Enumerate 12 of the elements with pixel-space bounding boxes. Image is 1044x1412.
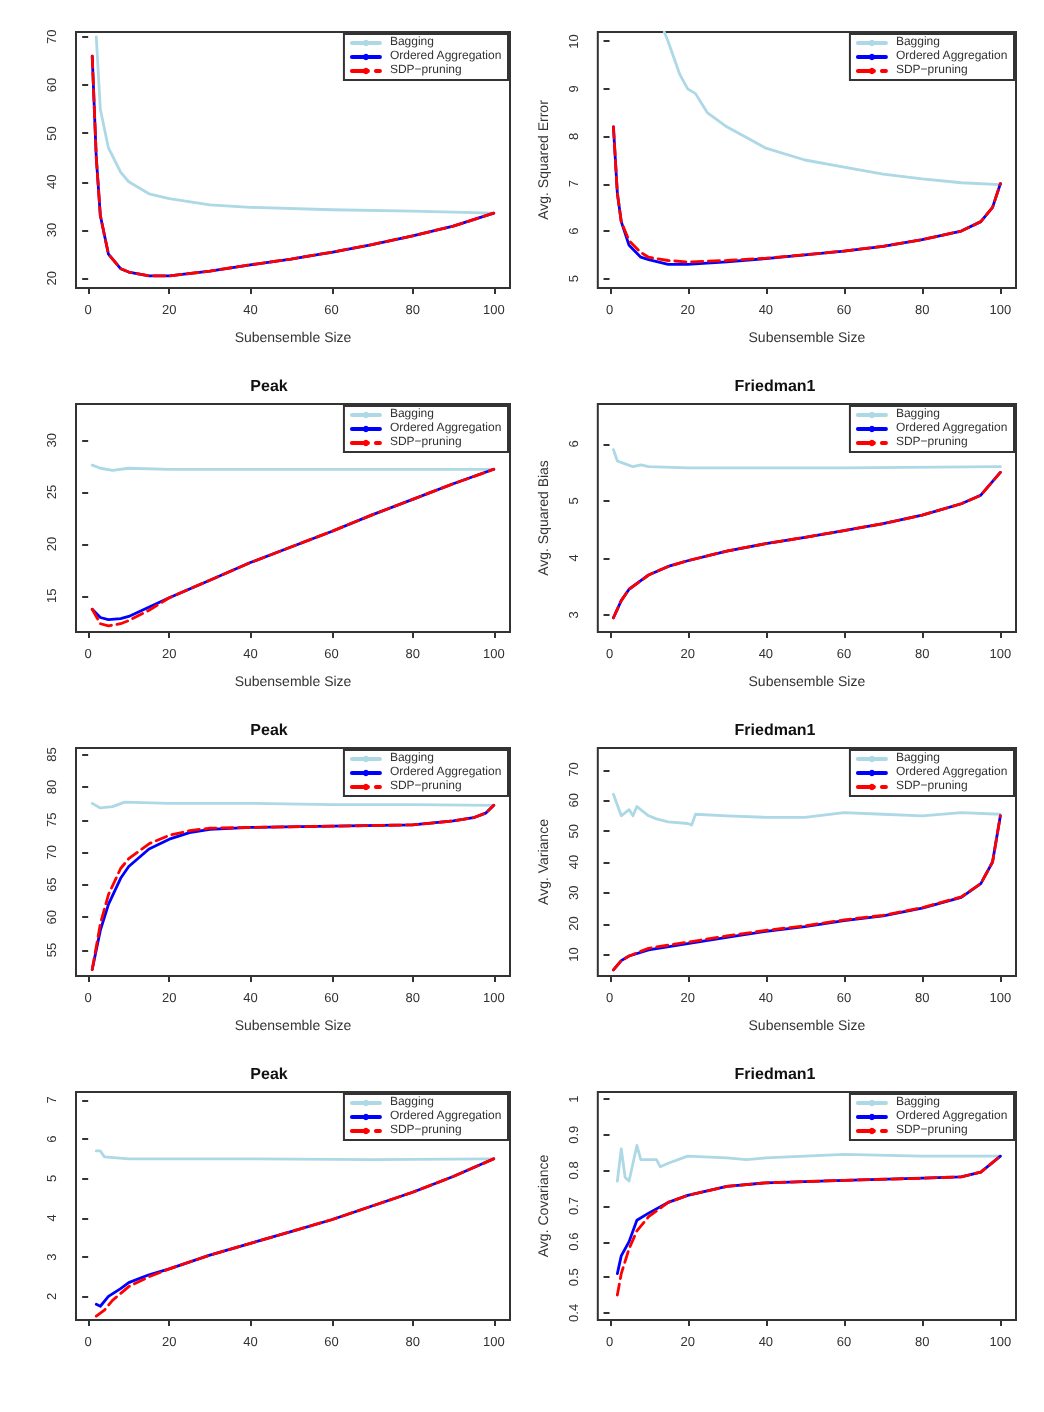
chart-title: Peak <box>250 1065 289 1083</box>
line-series <box>612 814 1002 972</box>
chart-title: Friedman1 <box>734 377 817 395</box>
chart-title: Peak <box>250 377 289 395</box>
line-series <box>615 1144 1002 1183</box>
line-series <box>90 803 496 971</box>
line-series <box>612 471 1002 620</box>
chart-title: Friedman1 <box>734 1065 817 1083</box>
line-series <box>612 792 1002 827</box>
line-series <box>612 448 1002 470</box>
chart-title: Friedman1 <box>734 721 817 739</box>
chart-title: Peak <box>250 721 289 739</box>
